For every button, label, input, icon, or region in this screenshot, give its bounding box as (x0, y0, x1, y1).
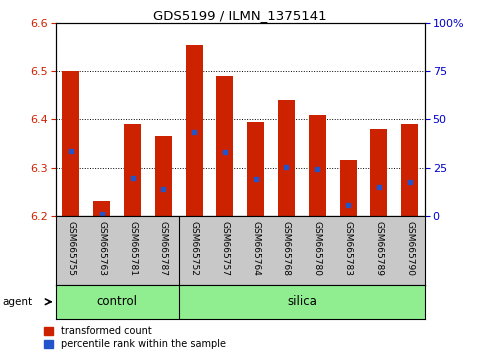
Title: GDS5199 / ILMN_1375141: GDS5199 / ILMN_1375141 (154, 9, 327, 22)
Bar (185, 45, 202, 216)
Text: GSM665768: GSM665768 (282, 222, 291, 276)
Bar (155, 136, 172, 216)
Bar (216, 76, 233, 216)
Text: GSM665789: GSM665789 (374, 222, 384, 276)
Text: GSM665763: GSM665763 (97, 222, 106, 276)
Bar (62, 71, 79, 216)
Text: agent: agent (2, 297, 32, 307)
Text: GSM665787: GSM665787 (159, 222, 168, 276)
Text: control: control (97, 295, 138, 308)
Bar (370, 129, 387, 216)
Legend: transformed count, percentile rank within the sample: transformed count, percentile rank withi… (43, 326, 226, 349)
Bar (401, 124, 418, 216)
Text: GSM665781: GSM665781 (128, 222, 137, 276)
Text: silica: silica (287, 295, 317, 308)
Bar (247, 122, 264, 216)
Text: GSM665790: GSM665790 (405, 222, 414, 276)
Text: GSM665783: GSM665783 (343, 222, 353, 276)
Bar (278, 100, 295, 216)
Text: GSM665757: GSM665757 (220, 222, 229, 276)
Text: GSM665764: GSM665764 (251, 222, 260, 276)
Text: GSM665755: GSM665755 (67, 222, 75, 276)
Text: GSM665752: GSM665752 (190, 222, 199, 276)
Bar (124, 124, 141, 216)
Text: GSM665780: GSM665780 (313, 222, 322, 276)
Bar (340, 160, 356, 216)
Bar (309, 115, 326, 216)
Bar (93, 201, 110, 216)
